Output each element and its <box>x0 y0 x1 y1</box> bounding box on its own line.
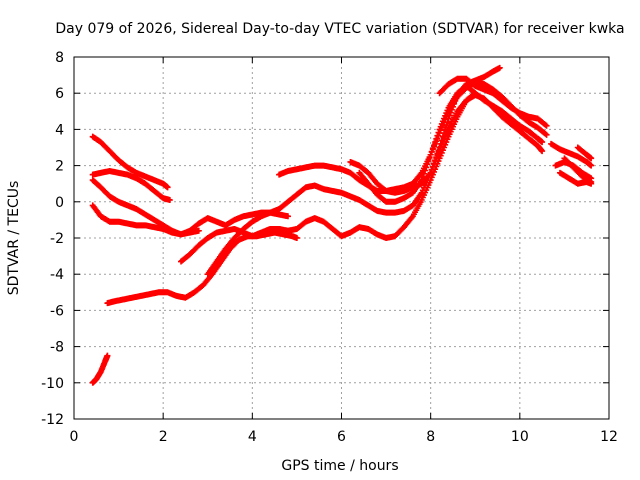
x-axis-label: GPS time / hours <box>281 458 398 474</box>
series-arc-16 <box>574 144 595 162</box>
y-tick-label: -6 <box>50 303 64 319</box>
x-tick-label: 0 <box>70 429 79 445</box>
y-tick-label: 0 <box>55 195 64 211</box>
x-tick-label: 6 <box>337 429 346 445</box>
series-arc-6 <box>104 229 300 307</box>
grid <box>74 57 609 419</box>
data-point <box>293 235 300 241</box>
x-tick-label: 4 <box>248 429 257 445</box>
series-arc-5 <box>89 352 111 386</box>
data-point <box>437 140 444 147</box>
axis-ticks: 0 2 4 6 8 10 12 -12 -10 -8 -6 -4 -2 0 2 4 6 8 <box>41 50 618 445</box>
data-point <box>166 196 173 203</box>
data-point <box>418 177 425 184</box>
data-point <box>588 155 595 162</box>
data-point <box>195 227 202 234</box>
x-tick-label: 12 <box>600 429 618 445</box>
data-point <box>423 164 430 171</box>
data-point <box>425 158 432 165</box>
y-tick-label: 4 <box>55 122 64 138</box>
data-point <box>428 148 435 155</box>
chart-title: Day 079 of 2026, Sidereal Day-to-day VTE… <box>55 21 624 37</box>
data-point <box>542 121 549 128</box>
plot-points <box>89 64 595 386</box>
data-point <box>496 64 503 71</box>
y-tick-label: -2 <box>50 231 64 247</box>
series-arc-13 <box>548 140 595 169</box>
y-axis-label: SDTVAR / TECUs <box>6 181 22 296</box>
data-point <box>435 129 442 136</box>
data-point <box>429 145 436 152</box>
data-point <box>435 147 442 154</box>
y-tick-label: -4 <box>50 267 64 283</box>
data-point <box>436 144 443 151</box>
y-tick-label: 2 <box>55 159 64 175</box>
data-point <box>424 161 431 168</box>
data-point <box>419 173 426 180</box>
data-point <box>432 157 439 164</box>
data-point <box>543 122 550 129</box>
data-point <box>438 137 445 144</box>
data-point <box>588 162 595 169</box>
data-point <box>104 352 111 359</box>
series-arc-17 <box>556 169 595 187</box>
series-arc-4 <box>89 202 291 238</box>
y-tick-label: -8 <box>50 340 64 356</box>
y-tick-label: 8 <box>55 50 64 66</box>
plot-frame <box>73 56 610 420</box>
series-arc-11 <box>356 82 546 205</box>
data-point <box>434 150 441 157</box>
y-tick-label: -12 <box>41 412 64 428</box>
data-point <box>442 126 449 133</box>
data-point <box>539 139 546 146</box>
data-point <box>443 122 450 129</box>
data-point <box>420 170 427 177</box>
x-tick-label: 10 <box>511 429 529 445</box>
data-point <box>432 139 439 146</box>
x-tick-label: 2 <box>159 429 168 445</box>
data-point <box>426 154 433 161</box>
data-point <box>164 184 171 191</box>
data-point <box>441 130 448 137</box>
data-point <box>588 180 595 187</box>
y-tick-label: 6 <box>55 86 64 102</box>
data-point <box>542 130 549 137</box>
data-point <box>427 151 434 158</box>
data-point <box>433 154 440 161</box>
data-point <box>539 148 546 155</box>
data-point <box>431 142 438 149</box>
data-point <box>428 166 435 173</box>
data-point <box>543 131 550 138</box>
data-point <box>433 135 440 142</box>
data-point <box>427 169 434 176</box>
series-arc-2 <box>89 168 173 203</box>
data-point <box>444 119 451 126</box>
data-point <box>285 213 291 220</box>
x-tick-label: 8 <box>426 429 435 445</box>
data-point <box>439 133 446 140</box>
data-point <box>434 132 441 139</box>
series-arc-12 <box>436 75 550 129</box>
series-arc-1 <box>89 133 171 191</box>
data-point <box>431 160 438 167</box>
data-point <box>429 163 436 170</box>
data-point <box>422 167 429 174</box>
y-tick-label: -10 <box>41 376 64 392</box>
